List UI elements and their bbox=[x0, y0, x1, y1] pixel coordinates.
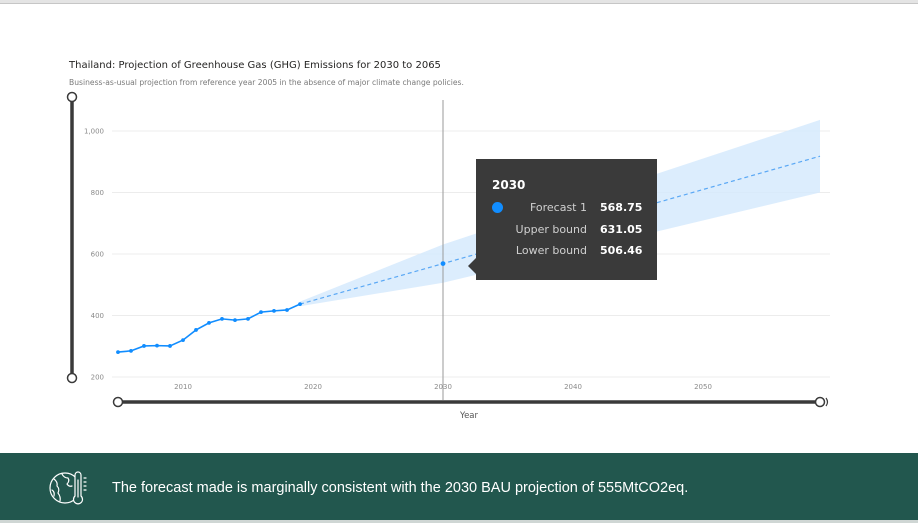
x-slider-right-handle[interactable] bbox=[814, 396, 826, 408]
y-tick-label: 800 bbox=[91, 189, 104, 197]
hover-point[interactable] bbox=[440, 261, 446, 267]
tooltip-row-lower: Lower bound 506.46 bbox=[476, 244, 657, 262]
x-tick-label: 2020 bbox=[304, 383, 322, 391]
y-tick-label: 1,000 bbox=[84, 128, 104, 136]
tooltip-label: Forecast 1 bbox=[529, 201, 587, 214]
x-tick-label: 2010 bbox=[174, 383, 192, 391]
insight-text: The forecast made is marginally consiste… bbox=[112, 480, 689, 496]
tooltip-value: 568.75 bbox=[600, 201, 643, 214]
data-point[interactable] bbox=[220, 316, 224, 321]
data-point[interactable] bbox=[285, 308, 289, 312]
x-zoom-slider[interactable] bbox=[112, 396, 829, 408]
y-slider-bottom-handle[interactable] bbox=[66, 372, 78, 384]
y-tick-label: 600 bbox=[91, 251, 104, 259]
y-axis-ticks: 200 400 600 800 1,000 bbox=[84, 128, 104, 382]
tooltip-row-forecast: Forecast 1 568.75 bbox=[476, 201, 657, 219]
x-axis-title: Year bbox=[459, 411, 479, 421]
data-point[interactable] bbox=[272, 308, 276, 313]
x-tick-label: 2050 bbox=[694, 383, 712, 391]
tooltip: 2030 Forecast 1 568.75 Upper bound 631.0… bbox=[468, 159, 657, 280]
tooltip-title: 2030 bbox=[492, 178, 526, 192]
data-point[interactable] bbox=[155, 343, 159, 348]
tooltip-label: Lower bound bbox=[515, 244, 587, 257]
insight-banner: The forecast made is marginally consiste… bbox=[0, 453, 918, 520]
chart-title: Thailand: Projection of Greenhouse Gas (… bbox=[69, 60, 441, 71]
series-color-dot-icon bbox=[492, 202, 503, 213]
y-zoom-slider[interactable] bbox=[66, 91, 78, 384]
data-point[interactable] bbox=[181, 338, 185, 342]
tooltip-arrow bbox=[468, 258, 476, 274]
data-point[interactable] bbox=[233, 318, 237, 323]
data-point[interactable] bbox=[259, 310, 263, 315]
x-slider-right-handle-edge bbox=[825, 397, 829, 407]
globe-thermometer-icon bbox=[49, 471, 87, 505]
tooltip-row-upper: Upper bound 631.05 bbox=[476, 223, 657, 241]
x-slider-left-handle[interactable] bbox=[112, 396, 124, 408]
tooltip-value: 506.46 bbox=[600, 244, 643, 257]
tooltip-value: 631.05 bbox=[600, 223, 643, 236]
y-tick-label: 400 bbox=[91, 312, 104, 320]
data-point[interactable] bbox=[129, 348, 133, 353]
y-slider-top-handle[interactable] bbox=[66, 91, 78, 103]
data-point[interactable] bbox=[142, 344, 146, 348]
data-point[interactable] bbox=[168, 344, 172, 348]
data-point[interactable] bbox=[246, 316, 250, 321]
x-tick-label: 2040 bbox=[564, 383, 582, 391]
tooltip-label: Upper bound bbox=[515, 223, 587, 236]
y-tick-label: 200 bbox=[91, 374, 104, 382]
banner-bottom-border bbox=[0, 520, 918, 523]
data-point[interactable] bbox=[116, 350, 120, 354]
data-point[interactable] bbox=[207, 320, 211, 325]
top-border bbox=[0, 0, 918, 4]
chart-svg: 200 400 600 800 1,000 2010 2020 2030 2040 2050 Y… bbox=[66, 91, 830, 421]
chart-subtitle: Business-as-usual projection from refere… bbox=[69, 78, 464, 87]
data-points bbox=[116, 302, 302, 354]
data-point[interactable] bbox=[298, 302, 302, 307]
data-point[interactable] bbox=[194, 328, 198, 332]
